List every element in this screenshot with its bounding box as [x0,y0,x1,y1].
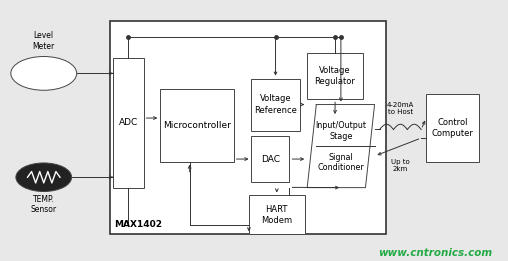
Bar [426,94,480,162]
Text: Microcontroller: Microcontroller [163,121,231,130]
Polygon shape [307,105,374,188]
Circle shape [16,163,72,192]
Bar [251,136,290,182]
Text: Voltage
Reference: Voltage Reference [254,94,297,115]
Circle shape [11,57,77,90]
Bar [161,89,234,162]
Bar [307,53,363,99]
Text: Control
Computer: Control Computer [432,118,474,138]
Text: MAX1402: MAX1402 [114,220,162,229]
Text: Signal
Conditioner: Signal Conditioner [318,153,364,173]
Text: Voltage
Regulator: Voltage Regulator [314,66,356,86]
Text: Level
Meter: Level Meter [33,31,55,51]
Bar [251,79,300,130]
Bar [249,195,305,234]
Text: TEMP.
Sensor: TEMP. Sensor [30,195,57,214]
Text: Input/Output
Stage: Input/Output Stage [315,121,366,141]
Text: DAC: DAC [261,155,280,164]
Bar [113,58,144,188]
Text: 4-20mA
to Host: 4-20mA to Host [387,102,414,115]
Text: ADC: ADC [119,118,138,127]
Text: Up to
2km: Up to 2km [391,159,410,172]
Text: www.cntronics.com: www.cntronics.com [378,248,492,258]
Bar [110,21,386,234]
Text: HART
Modem: HART Modem [261,205,293,225]
